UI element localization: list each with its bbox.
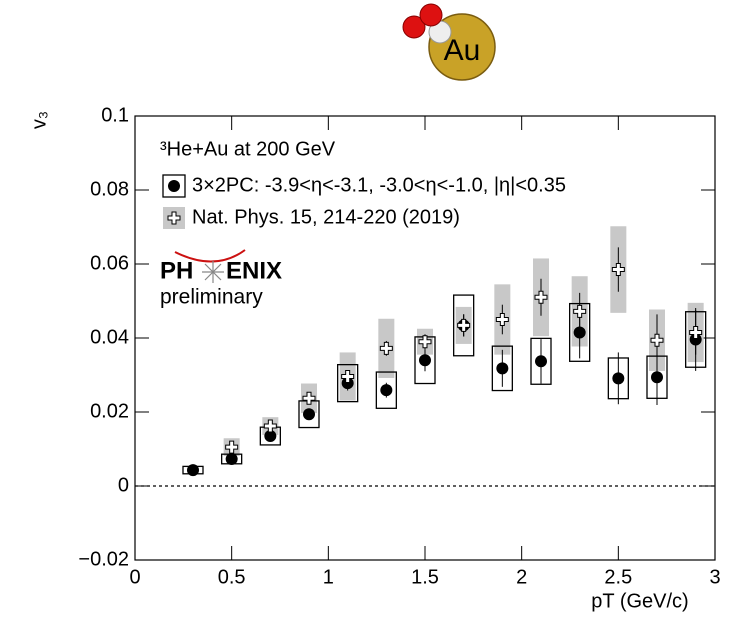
point xyxy=(535,355,547,368)
point xyxy=(418,335,432,349)
point xyxy=(689,325,703,339)
legend-marker xyxy=(168,180,180,192)
legend-marker xyxy=(167,211,181,225)
point xyxy=(534,290,548,304)
point xyxy=(573,326,586,339)
logo-star xyxy=(202,261,224,283)
y-tick-label: −0.02 xyxy=(78,548,129,570)
point xyxy=(650,333,664,347)
y-tick-label: 0.08 xyxy=(90,178,129,200)
sys-box xyxy=(337,363,359,403)
point xyxy=(573,304,587,318)
point xyxy=(263,419,277,433)
y-tick-label: 0.04 xyxy=(90,326,129,348)
x-tick-label: 3 xyxy=(709,566,720,588)
point xyxy=(379,341,393,355)
point xyxy=(187,464,199,477)
nucleon xyxy=(419,3,443,27)
x-tick-label: 2.5 xyxy=(604,566,632,588)
legend-box xyxy=(162,174,186,198)
legend-label: 3×2PC: -3.9<η<-3.1, -3.0<η<-1.0, |η|<0.3… xyxy=(192,174,566,196)
point xyxy=(225,440,239,454)
x-tick-label: 1.5 xyxy=(411,566,439,588)
point xyxy=(264,430,277,443)
sys-box xyxy=(530,337,552,385)
legend-entry: 3×2PC: -3.9<η<-3.1, -3.0<η<-1.0, |η|<0.3… xyxy=(162,174,566,198)
point xyxy=(496,362,509,375)
plot-frame xyxy=(134,115,716,561)
point xyxy=(225,452,238,465)
point xyxy=(611,263,625,277)
point xyxy=(302,391,316,405)
logo-subtitle: preliminary xyxy=(160,286,263,309)
y-tick-label: 0.1 xyxy=(101,104,129,126)
point xyxy=(303,408,315,421)
nucleon xyxy=(402,15,426,39)
point xyxy=(419,354,431,367)
x-tick-label: 0 xyxy=(129,566,140,588)
sys-box xyxy=(453,294,475,357)
point xyxy=(457,318,471,332)
x-tick-label: 1 xyxy=(323,566,334,588)
au-image: Au xyxy=(402,3,496,81)
point xyxy=(651,371,663,384)
point xyxy=(341,369,355,383)
x-tick-label: 2 xyxy=(516,566,527,588)
annotation: ³He+Au at 200 GeV xyxy=(160,138,336,160)
y-tick-label: 0.02 xyxy=(90,400,129,422)
sys-box xyxy=(491,345,513,392)
logo-text: PH xyxy=(160,257,193,284)
point xyxy=(612,372,625,385)
point xyxy=(380,384,393,397)
y-tick-label: 0.06 xyxy=(90,252,129,274)
y-tick-label: 0 xyxy=(118,474,129,496)
sys-box xyxy=(375,371,397,409)
x-tick-label: 0.5 xyxy=(218,566,246,588)
point xyxy=(495,313,509,326)
y-axis-label: v₃ xyxy=(28,111,50,129)
legend-label: Nat. Phys. 15, 214-220 (2019) xyxy=(192,206,460,228)
x-axis-label: pT (GeV/c) xyxy=(591,590,688,612)
point xyxy=(341,377,354,390)
legend-entry: Nat. Phys. 15, 214-220 (2019) xyxy=(163,206,460,229)
au-label: Au xyxy=(444,34,481,67)
logo-text: ENIX xyxy=(226,257,282,284)
